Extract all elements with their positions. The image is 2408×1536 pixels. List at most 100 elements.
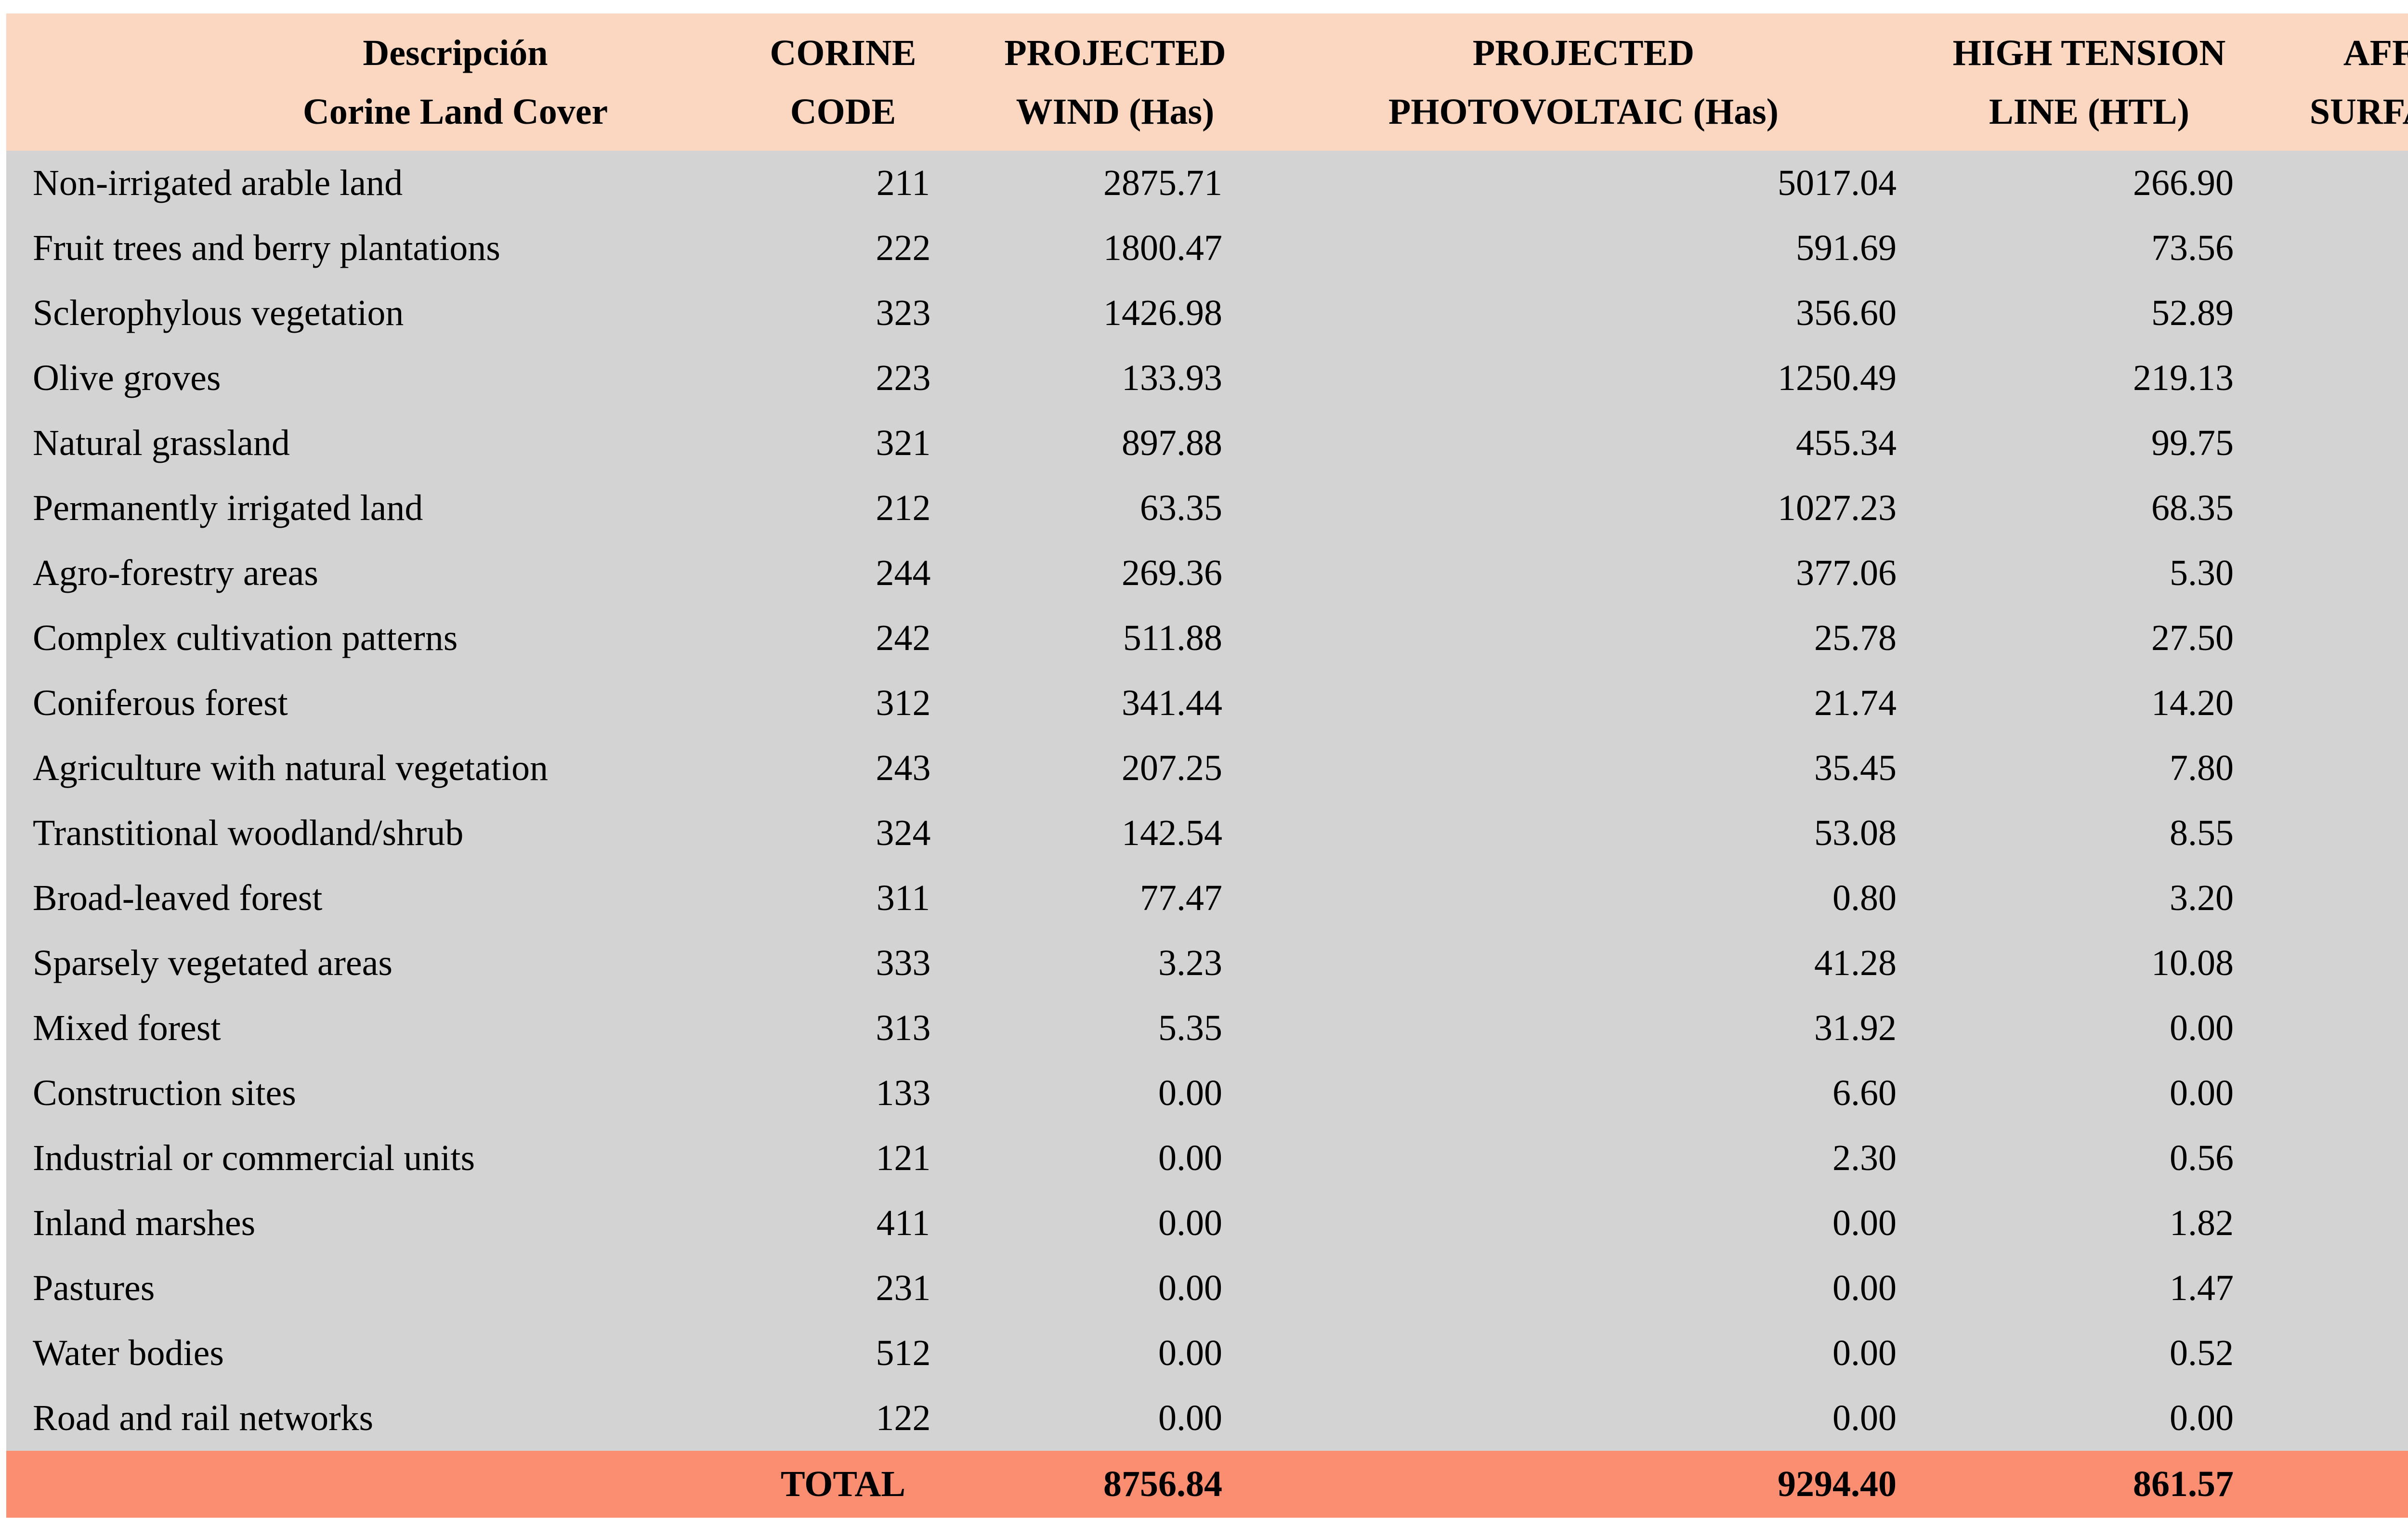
cell-corine-code: 223 <box>702 346 984 411</box>
table-row: Non-irrigated arable land 211 2875.71 5017.… <box>6 151 2408 216</box>
cell-description: Sparsely vegetated areas <box>6 931 702 996</box>
column-header-lines: AFFECTED SURFACE (Has) <box>2258 35 2408 130</box>
table-row: Agro-forestry areas244269.36377.065.3065… <box>6 541 2408 606</box>
cell-description: Olive groves <box>6 346 702 411</box>
column-header-text: WIND (Has) <box>1016 91 1215 132</box>
cell-high-tension-line: 7.80 <box>1921 736 2258 801</box>
cell-description: Sclerophylous vegetation <box>6 281 702 346</box>
table-row: Coniferous forest312341.4421.7414.20377.… <box>6 671 2408 736</box>
cell-high-tension-line: 266.90 <box>1921 151 2258 216</box>
cell-corine-code: 512 <box>702 1321 984 1386</box>
cell-high-tension-line: 68.35 <box>1921 476 2258 541</box>
column-header-text: PROJECTED <box>1472 32 1695 73</box>
cell-high-tension-line: 3.20 <box>1921 866 2258 931</box>
cell-corine-code: 323 <box>702 281 984 346</box>
column-header-lines: CORINE CODE <box>702 35 984 130</box>
cell-high-tension-line: 27.50 <box>1921 606 2258 671</box>
column-header-corine-code: CORINE CODE <box>702 13 984 151</box>
column-header-lines: PROJECTED WIND (Has) <box>984 35 1246 130</box>
cell-projected-wind: 0.00 <box>984 1321 1246 1386</box>
cell-affected-surface-has: 0.00 <box>2258 1386 2408 1451</box>
cell-affected-surface-has: 565.16 <box>2258 606 2408 671</box>
cell-corine-code: 411 <box>702 1191 984 1256</box>
cell-description: Fruit trees and berry plantations <box>6 216 702 281</box>
cell-description: Road and rail networks <box>6 1386 702 1451</box>
cell-projected-photovoltaic: 356.60 <box>1246 281 1921 346</box>
cell-projected-wind: 133.93 <box>984 346 1246 411</box>
cell-projected-photovoltaic: 1250.49 <box>1246 346 1921 411</box>
cell-corine-code: 244 <box>702 541 984 606</box>
cell-affected-surface-has: 6.60 <box>2258 1061 2408 1126</box>
cell-high-tension-line: 0.00 <box>1921 1061 2258 1126</box>
total-label: TOTAL <box>702 1451 984 1518</box>
cell-projected-wind: 2875.71 <box>984 151 1246 216</box>
table-row: Industrial or commercial units 121 0.00 2.3… <box>6 1126 2408 1191</box>
cell-affected-surface-has: 2465.72 <box>2258 216 2408 281</box>
cell-projected-photovoltaic: 53.08 <box>1246 801 1921 866</box>
cell-description: Complex cultivation patterns <box>6 606 702 671</box>
cell-projected-wind: 269.36 <box>984 541 1246 606</box>
cell-high-tension-line: 1.82 <box>1921 1191 2258 1256</box>
cell-projected-wind: 0.00 <box>984 1256 1246 1321</box>
cell-projected-photovoltaic: 0.80 <box>1246 866 1921 931</box>
header-row: Descripción Corine Land Cover CORINE CODE PR… <box>6 13 2408 151</box>
cell-corine-code: 231 <box>702 1256 984 1321</box>
cell-high-tension-line: 14.20 <box>1921 671 2258 736</box>
cell-projected-wind: 341.44 <box>984 671 1246 736</box>
cell-description: Transtitional woodland/shrub <box>6 801 702 866</box>
cell-high-tension-line: 99.75 <box>1921 411 2258 476</box>
column-header-projected-wind: PROJECTED WIND (Has) <box>984 13 1246 151</box>
cell-high-tension-line: 0.52 <box>1921 1321 2258 1386</box>
cell-affected-surface-has: 1.82 <box>2258 1191 2408 1256</box>
column-header-projected-photovoltaic: PROJECTED PHOTOVOLTAIC (Has) <box>1246 13 1921 151</box>
column-header-text: PROJECTED <box>1004 32 1226 73</box>
cell-description: Pastures <box>6 1256 702 1321</box>
column-header-lines: Descripción Corine Land Cover <box>209 35 702 130</box>
cell-affected-surface-has: 1452.97 <box>2258 411 2408 476</box>
column-header-text: AFFECTED <box>2343 32 2408 73</box>
cell-high-tension-line: 10.08 <box>1921 931 2258 996</box>
cell-projected-photovoltaic: 377.06 <box>1246 541 1921 606</box>
cell-description: Permanently irrigated land <box>6 476 702 541</box>
cell-description: Inland marshes <box>6 1191 702 1256</box>
column-header-lines: PROJECTED PHOTOVOLTAIC (Has) <box>1246 35 1921 130</box>
cell-description: Agro-forestry areas <box>6 541 702 606</box>
cell-projected-photovoltaic: 0.00 <box>1246 1256 1921 1321</box>
cell-high-tension-line: 0.56 <box>1921 1126 2258 1191</box>
cell-affected-surface-has: 651.71 <box>2258 541 2408 606</box>
table-row: Permanently irrigated land 212 63.35 1027.2… <box>6 476 2408 541</box>
cell-high-tension-line: 0.00 <box>1921 996 2258 1061</box>
total-projected-wind: 8756.84 <box>984 1451 1246 1518</box>
column-header-text: CODE <box>790 91 896 132</box>
cell-projected-wind: 77.47 <box>984 866 1246 931</box>
table-row: Agriculture with natural vegetation 243 20… <box>6 736 2408 801</box>
total-high-tension-line: 861.57 <box>1921 1451 2258 1518</box>
column-header-high-tension-line: HIGH TENSION LINE (HTL) <box>1921 13 2258 151</box>
cell-corine-code: 133 <box>702 1061 984 1126</box>
column-header-text: LINE (HTL) <box>1989 91 2189 132</box>
cell-corine-code: 222 <box>702 216 984 281</box>
cell-affected-surface-has: 81.47 <box>2258 866 2408 931</box>
cell-affected-surface-has: 204.17 <box>2258 801 2408 866</box>
column-header-description: Descripción Corine Land Cover <box>6 13 702 151</box>
cell-affected-surface-has: 1603.56 <box>2258 346 2408 411</box>
cell-corine-code: 321 <box>702 411 984 476</box>
cell-corine-code: 333 <box>702 931 984 996</box>
cell-projected-photovoltaic: 0.00 <box>1246 1386 1921 1451</box>
cell-projected-photovoltaic: 6.60 <box>1246 1061 1921 1126</box>
cell-projected-photovoltaic: 21.74 <box>1246 671 1921 736</box>
column-header-text: PHOTOVOLTAIC (Has) <box>1388 91 1779 132</box>
table-row: Olive groves223133.931250.49219.131603.5… <box>6 346 2408 411</box>
cell-projected-wind: 511.88 <box>984 606 1246 671</box>
cell-projected-wind: 0.00 <box>984 1126 1246 1191</box>
table-row: Fruit trees and berry plantations 222 1800… <box>6 216 2408 281</box>
cell-projected-wind: 207.25 <box>984 736 1246 801</box>
cell-corine-code: 121 <box>702 1126 984 1191</box>
cell-high-tension-line: 219.13 <box>1921 346 2258 411</box>
land-cover-affected-surface-table: Descripción Corine Land Cover CORINE CODE PR… <box>6 13 2408 1518</box>
cell-projected-photovoltaic: 31.92 <box>1246 996 1921 1061</box>
cell-affected-surface-has: 0.52 <box>2258 1321 2408 1386</box>
